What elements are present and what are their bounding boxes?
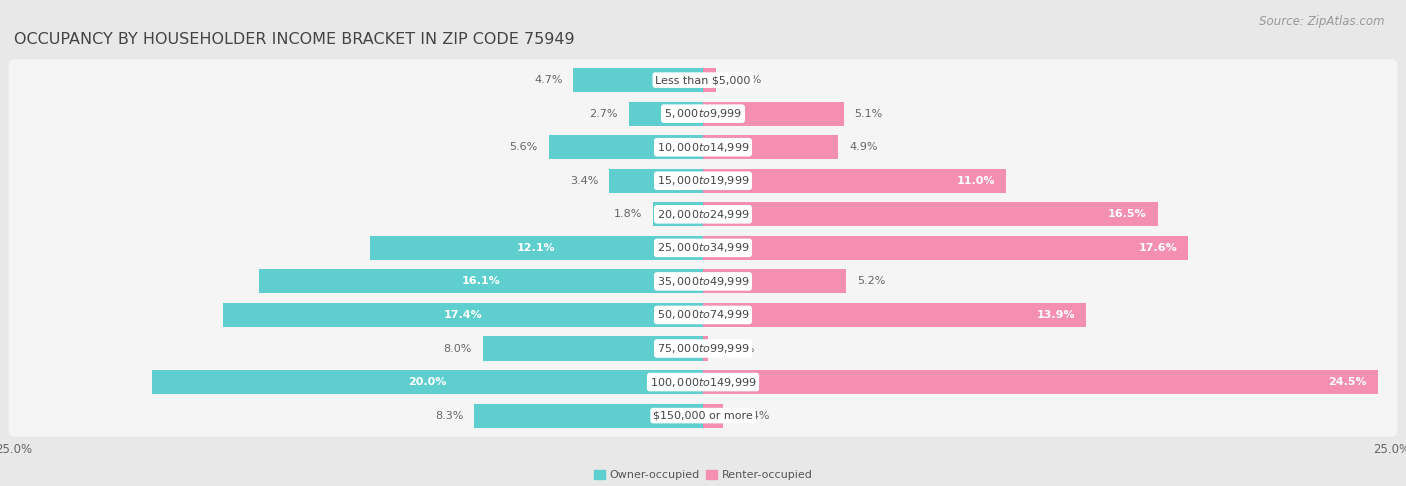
FancyBboxPatch shape — [8, 126, 1398, 168]
Text: 17.4%: 17.4% — [444, 310, 482, 320]
Bar — [152, 370, 703, 394]
Text: 3.4%: 3.4% — [569, 176, 599, 186]
Bar — [628, 102, 703, 126]
Text: 17.6%: 17.6% — [1139, 243, 1177, 253]
FancyBboxPatch shape — [8, 93, 1398, 135]
Text: Less than $5,000: Less than $5,000 — [655, 75, 751, 85]
Text: $100,000 to $149,999: $100,000 to $149,999 — [650, 376, 756, 388]
Text: 0.18%: 0.18% — [718, 344, 755, 353]
Bar — [703, 236, 1188, 260]
Text: 0.46%: 0.46% — [727, 75, 762, 85]
Text: $35,000 to $49,999: $35,000 to $49,999 — [657, 275, 749, 288]
Text: $150,000 or more: $150,000 or more — [654, 411, 752, 420]
Bar — [703, 202, 1157, 226]
Text: 8.0%: 8.0% — [443, 344, 471, 353]
Bar — [703, 370, 1378, 394]
Text: 5.1%: 5.1% — [855, 109, 883, 119]
Bar — [703, 303, 1085, 327]
Bar — [654, 202, 703, 226]
Bar — [703, 135, 838, 159]
Text: 4.9%: 4.9% — [849, 142, 877, 152]
FancyBboxPatch shape — [8, 59, 1398, 101]
Text: $5,000 to $9,999: $5,000 to $9,999 — [664, 107, 742, 120]
Bar — [703, 68, 716, 92]
FancyBboxPatch shape — [8, 361, 1398, 403]
FancyBboxPatch shape — [8, 227, 1398, 269]
Text: 12.1%: 12.1% — [517, 243, 555, 253]
FancyBboxPatch shape — [8, 395, 1398, 436]
Text: 20.0%: 20.0% — [408, 377, 447, 387]
Text: 16.1%: 16.1% — [461, 277, 501, 286]
FancyBboxPatch shape — [8, 260, 1398, 302]
Legend: Owner-occupied, Renter-occupied: Owner-occupied, Renter-occupied — [589, 466, 817, 485]
Text: $75,000 to $99,999: $75,000 to $99,999 — [657, 342, 749, 355]
Text: 16.5%: 16.5% — [1108, 209, 1147, 219]
Bar — [370, 236, 703, 260]
Bar — [703, 403, 724, 428]
FancyBboxPatch shape — [8, 193, 1398, 235]
Bar — [548, 135, 703, 159]
Text: Source: ZipAtlas.com: Source: ZipAtlas.com — [1260, 15, 1385, 28]
Bar — [703, 169, 1007, 193]
Bar — [609, 169, 703, 193]
Text: 1.8%: 1.8% — [614, 209, 643, 219]
Text: OCCUPANCY BY HOUSEHOLDER INCOME BRACKET IN ZIP CODE 75949: OCCUPANCY BY HOUSEHOLDER INCOME BRACKET … — [14, 33, 575, 48]
Text: 13.9%: 13.9% — [1036, 310, 1076, 320]
Text: $20,000 to $24,999: $20,000 to $24,999 — [657, 208, 749, 221]
Text: $15,000 to $19,999: $15,000 to $19,999 — [657, 174, 749, 187]
Text: 2.7%: 2.7% — [589, 109, 617, 119]
Text: 0.74%: 0.74% — [734, 411, 770, 420]
Bar — [703, 269, 846, 294]
Text: 5.2%: 5.2% — [858, 277, 886, 286]
FancyBboxPatch shape — [8, 160, 1398, 202]
Text: $10,000 to $14,999: $10,000 to $14,999 — [657, 141, 749, 154]
FancyBboxPatch shape — [8, 328, 1398, 369]
Bar — [703, 102, 844, 126]
Bar — [482, 336, 703, 361]
Text: 4.7%: 4.7% — [534, 75, 562, 85]
Text: $50,000 to $74,999: $50,000 to $74,999 — [657, 309, 749, 321]
Text: 24.5%: 24.5% — [1329, 377, 1367, 387]
FancyBboxPatch shape — [8, 294, 1398, 336]
Bar — [224, 303, 703, 327]
Bar — [474, 403, 703, 428]
Bar — [574, 68, 703, 92]
Bar — [703, 336, 709, 361]
Text: 11.0%: 11.0% — [956, 176, 995, 186]
Bar — [259, 269, 703, 294]
Text: 5.6%: 5.6% — [509, 142, 537, 152]
Text: 8.3%: 8.3% — [434, 411, 463, 420]
Text: $25,000 to $34,999: $25,000 to $34,999 — [657, 242, 749, 254]
